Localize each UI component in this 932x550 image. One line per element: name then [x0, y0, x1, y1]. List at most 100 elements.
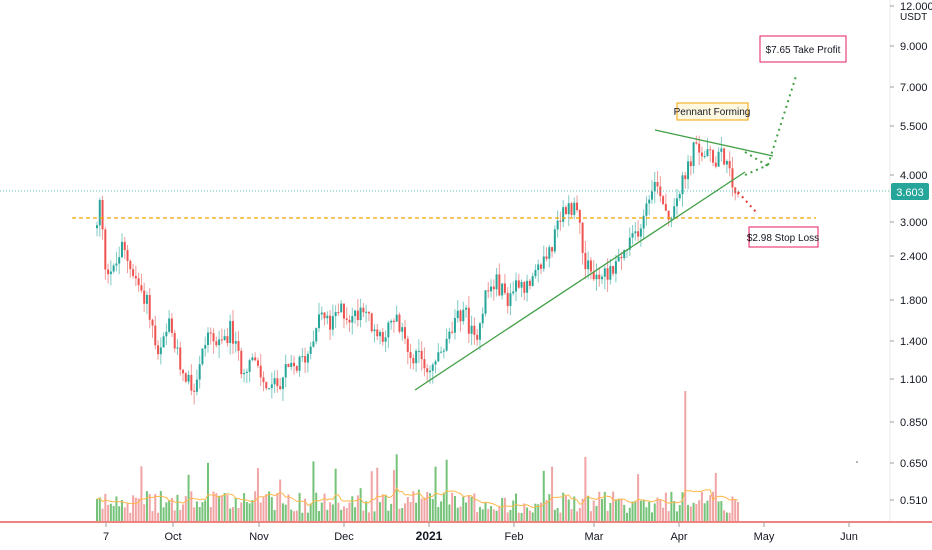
candle-body — [451, 331, 454, 333]
candle-body — [556, 220, 559, 230]
volume-bar — [154, 494, 157, 521]
candle-body — [384, 337, 387, 342]
candle-body — [631, 233, 634, 238]
volume-bar — [415, 502, 418, 521]
candle-body — [448, 331, 451, 339]
take-profit-callout[interactable]: $7.65 Take Profit — [759, 35, 847, 63]
pennant-callout[interactable]: Pennant Forming — [674, 102, 751, 121]
candle-body — [184, 373, 187, 382]
candle-body — [470, 325, 473, 334]
volume-bar — [198, 507, 201, 521]
volume-bar — [584, 456, 587, 521]
volume-bar — [129, 512, 132, 521]
volume-bar — [698, 500, 701, 521]
candle-body — [412, 358, 415, 364]
volume-bar — [725, 512, 728, 521]
candle-body — [609, 266, 612, 280]
volume-bar — [623, 504, 626, 521]
candle-body — [459, 310, 462, 322]
volume-bar — [104, 493, 107, 521]
candle-body — [234, 341, 237, 344]
candle-body — [176, 347, 179, 349]
candle-body — [367, 311, 370, 314]
stop-loss-projection-line[interactable] — [737, 191, 757, 213]
candle-body — [598, 274, 601, 280]
volume-bar — [712, 491, 715, 521]
candle-body — [667, 210, 670, 220]
volume-bar — [509, 510, 512, 521]
candle-body — [445, 338, 448, 351]
volume-bar — [573, 496, 576, 521]
candle-body — [648, 199, 651, 204]
candle-body — [453, 318, 456, 333]
candle-body — [589, 260, 592, 272]
y-tick-label: 1.800 — [900, 295, 928, 307]
volume-bar — [370, 471, 373, 521]
candle-body — [240, 350, 243, 375]
volume-bar — [678, 505, 681, 521]
candle-body — [620, 256, 623, 259]
candle-body — [182, 369, 185, 374]
volume-bar — [107, 504, 110, 521]
volume-bar — [120, 500, 123, 521]
candle-body — [509, 293, 512, 306]
candle-body — [562, 207, 565, 222]
candle-body — [423, 359, 426, 369]
candle-body — [96, 225, 98, 229]
stop-loss-callout[interactable]: $2.98 Stop Loss — [747, 226, 819, 248]
breakout-projection-line[interactable] — [744, 164, 769, 176]
y-tick-label: 2.400 — [900, 251, 928, 263]
volume-bar — [317, 510, 320, 521]
candle-body — [409, 352, 412, 359]
candle-body — [387, 322, 390, 338]
candle-body — [662, 196, 665, 205]
candle-body — [639, 228, 642, 237]
volume-bar — [737, 502, 739, 521]
volume-bar — [151, 511, 154, 521]
volume-bar — [273, 510, 276, 521]
volume-bar — [601, 498, 604, 521]
volume-bar — [348, 502, 351, 521]
volume-bar — [304, 498, 307, 521]
volume-bar — [323, 493, 326, 521]
volume-bar — [662, 507, 665, 521]
candle-body — [295, 366, 298, 371]
candle-body — [731, 168, 734, 188]
resistance-trendline[interactable] — [654, 129, 774, 157]
candle-body — [132, 269, 135, 276]
volume-bar — [243, 493, 246, 521]
candle-body — [437, 352, 440, 362]
candle-body — [617, 256, 620, 262]
volume-bar — [617, 498, 620, 521]
volume-bar — [337, 502, 340, 521]
support-trendline[interactable] — [414, 171, 746, 391]
candle-body — [634, 231, 637, 234]
chart-dot-marker — [856, 461, 858, 463]
candle-body — [301, 356, 304, 358]
candle-body — [373, 329, 376, 332]
x-tick-label: Apr — [670, 531, 687, 543]
candle-body — [467, 307, 470, 334]
candle-body — [523, 282, 526, 293]
volume-bar — [367, 512, 370, 521]
candle-body — [193, 390, 196, 392]
candle-body — [218, 339, 221, 346]
volume-bar — [448, 504, 451, 521]
volume-bar — [637, 474, 640, 521]
volume-bar — [512, 500, 515, 521]
y-tick-label: 0.650 — [900, 458, 928, 470]
candle-body — [689, 161, 692, 167]
candle-body — [664, 204, 667, 211]
candle-body — [356, 310, 359, 321]
pennant-projection-line[interactable] — [744, 151, 769, 167]
candle-body — [551, 247, 554, 252]
y-tick-label: 7.000 — [900, 82, 928, 94]
volume-bar — [259, 502, 262, 521]
volume-bar — [140, 466, 143, 521]
volume-bar — [287, 494, 290, 521]
volume-bar — [276, 493, 279, 521]
candle-body — [512, 291, 515, 294]
volume-bar — [467, 495, 470, 521]
candle-body — [115, 263, 118, 266]
